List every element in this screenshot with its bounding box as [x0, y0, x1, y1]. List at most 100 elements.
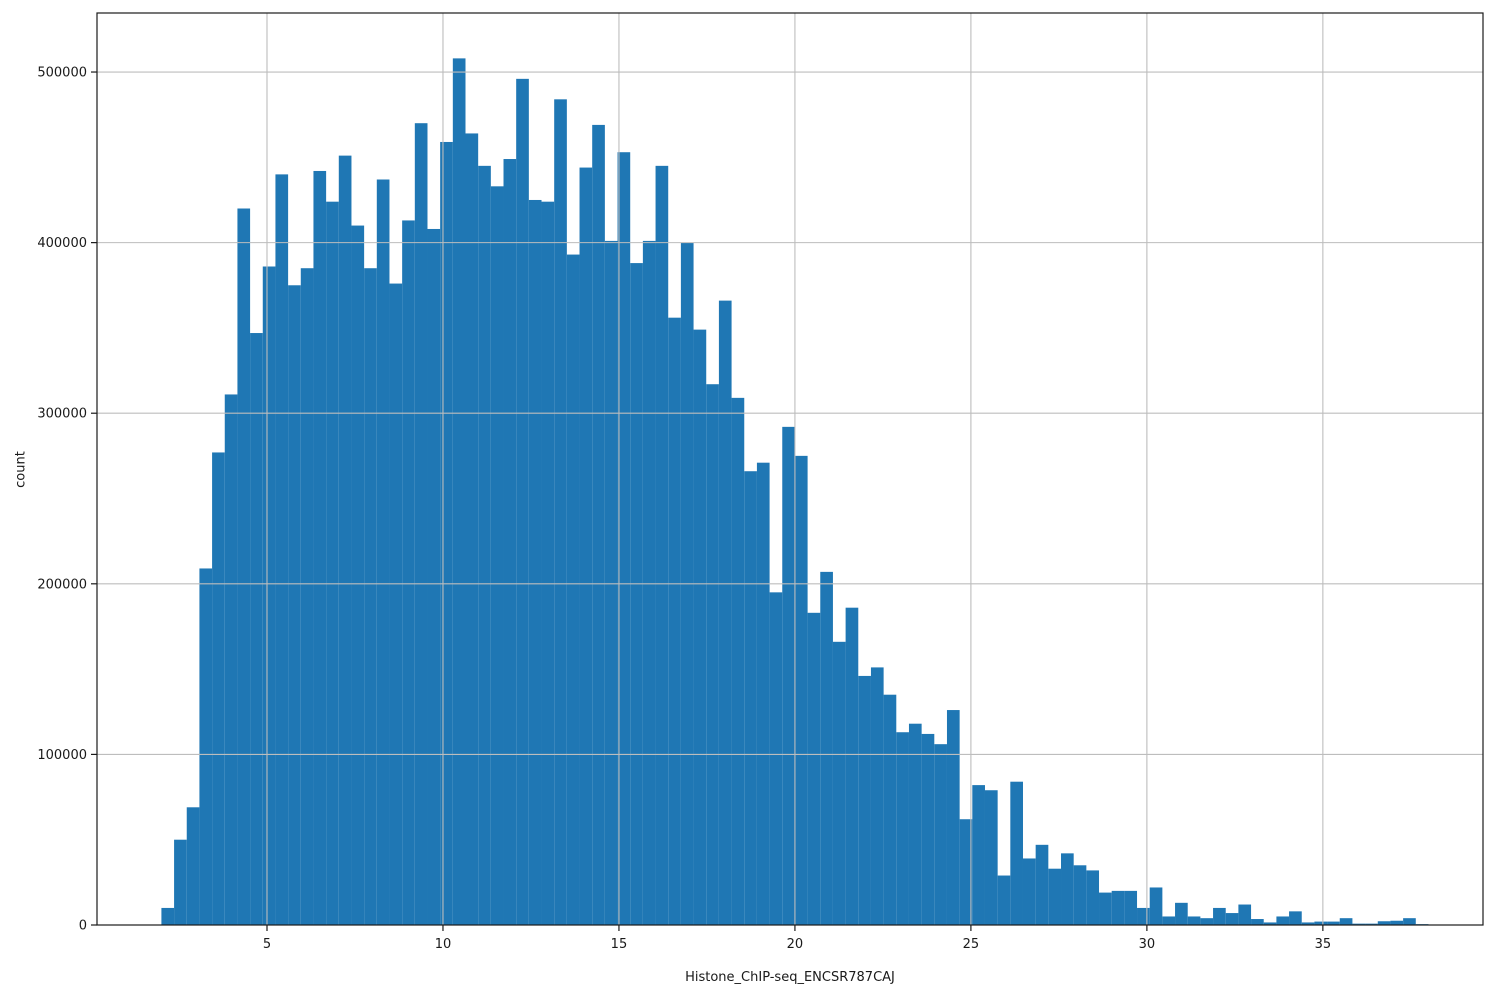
- histogram-bar: [832, 641, 846, 925]
- histogram-bar: [1187, 916, 1201, 925]
- histogram-bar: [326, 201, 339, 925]
- histogram-bar: [1327, 921, 1340, 925]
- histogram-bar: [275, 174, 289, 925]
- histogram-bar: [1099, 892, 1112, 925]
- histogram-bar: [389, 283, 403, 925]
- histogram-bar: [1175, 902, 1188, 925]
- histogram-bar: [1339, 918, 1353, 925]
- histogram-bar: [516, 78, 529, 926]
- histogram-bar: [1403, 918, 1416, 925]
- y-tick-label: 500000: [37, 66, 87, 81]
- histogram-bar: [1200, 918, 1214, 925]
- histogram-bar: [1086, 870, 1100, 925]
- histogram-bar: [351, 225, 365, 925]
- x-axis-title: Histone_ChIP-seq_ENCSR787CAJ: [685, 970, 895, 985]
- histogram-bar: [921, 733, 935, 925]
- histogram-bar: [1035, 844, 1049, 925]
- histogram-bar: [845, 607, 859, 925]
- histogram-bar: [452, 58, 466, 925]
- histogram-bar: [870, 667, 884, 925]
- histogram-bar: [174, 839, 187, 925]
- histogram-bar: [592, 124, 605, 925]
- histogram-bar: [465, 133, 479, 925]
- histogram-bar: [414, 123, 428, 925]
- histogram-bar: [212, 452, 225, 925]
- histogram-bar: [376, 179, 390, 925]
- histogram-bar: [338, 155, 352, 925]
- histogram-bar: [1289, 911, 1302, 925]
- histogram-bar: [300, 268, 314, 926]
- histogram-bar: [769, 592, 783, 925]
- histogram-bar: [997, 875, 1011, 925]
- x-tick-label: 35: [1315, 937, 1332, 952]
- x-tick-label: 25: [963, 937, 980, 952]
- histogram-bar: [1314, 921, 1328, 925]
- histogram-bar: [782, 426, 795, 925]
- histogram-bar: [262, 266, 276, 925]
- histogram-bar: [224, 394, 238, 925]
- histogram-bar: [858, 675, 871, 925]
- histogram-bar: [1162, 916, 1176, 925]
- y-tick-label: 400000: [37, 236, 87, 251]
- histogram-bar: [554, 99, 567, 925]
- y-tick-label: 200000: [37, 577, 87, 592]
- histogram-bar: [237, 208, 251, 925]
- histogram-bar: [364, 268, 377, 926]
- x-tick-label: 5: [263, 937, 271, 952]
- histogram-bar: [1352, 923, 1366, 925]
- histogram-bar: [655, 165, 669, 926]
- histogram-bar: [427, 228, 441, 926]
- histogram-bar: [1073, 865, 1087, 925]
- histogram-bar: [617, 152, 631, 925]
- histogram-bar: [1251, 919, 1264, 925]
- histogram-bar: [630, 263, 643, 926]
- x-tick-label: 15: [611, 937, 628, 952]
- histogram-bar: [794, 455, 808, 925]
- histogram-bar: [199, 568, 213, 925]
- histogram-bar: [1263, 922, 1277, 925]
- histogram-bar: [1048, 868, 1062, 925]
- histogram-bar: [883, 694, 897, 925]
- histogram-bar: [478, 165, 491, 926]
- histogram-bar: [1124, 890, 1138, 925]
- histogram-bar: [1213, 907, 1226, 925]
- histogram-bar: [972, 785, 985, 925]
- histogram-bar: [731, 397, 745, 925]
- histogram-bar: [490, 186, 504, 925]
- histogram-bar: [1061, 853, 1074, 925]
- histogram-bar: [807, 612, 821, 925]
- x-tick-label: 20: [787, 937, 804, 952]
- plot-border: [96, 12, 1484, 926]
- histogram-bar: [288, 285, 301, 925]
- histogram-bar: [1111, 890, 1125, 925]
- histogram-bar: [503, 159, 517, 925]
- histogram-bar: [402, 220, 415, 925]
- histogram-bar: [1390, 920, 1404, 925]
- histogram-bar: [186, 807, 200, 925]
- histogram-bar: [693, 329, 707, 925]
- histogram-bar: [541, 201, 555, 925]
- histogram-bar: [706, 384, 719, 926]
- x-tick-label: 30: [1139, 937, 1156, 952]
- y-tick-label: 300000: [37, 407, 87, 422]
- histogram-bar: [1149, 887, 1163, 925]
- histogram-bar: [1225, 913, 1239, 925]
- histogram-bar: [642, 240, 656, 925]
- histogram-bar: [161, 907, 175, 925]
- histogram-bar: [668, 317, 681, 925]
- x-tick-label: 10: [435, 937, 452, 952]
- histogram-bar: [934, 744, 947, 925]
- histogram-bar: [756, 462, 770, 925]
- histogram-bar: [604, 240, 618, 925]
- histogram-bar: [579, 167, 593, 925]
- y-tick-label: 0: [79, 919, 87, 934]
- histogram-bar: [1022, 858, 1036, 925]
- histogram-bar: [566, 254, 580, 925]
- histogram-bar: [1301, 922, 1315, 925]
- histogram-bar: [1377, 921, 1391, 925]
- histogram-bar: [250, 333, 263, 925]
- y-tick-label: 100000: [37, 748, 87, 763]
- histogram-bar: [896, 732, 909, 925]
